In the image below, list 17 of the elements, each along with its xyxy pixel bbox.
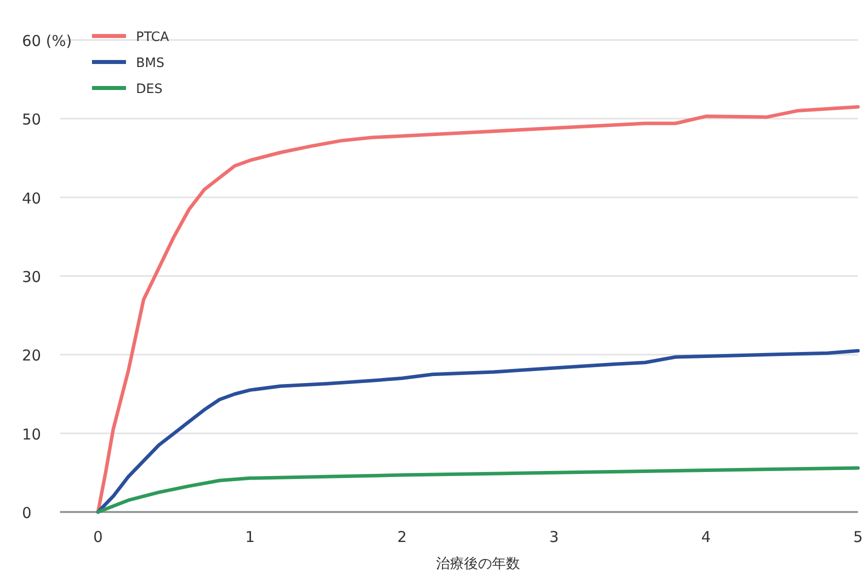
legend-label: PTCA (136, 30, 170, 45)
y-tick-label: 50 (22, 110, 42, 129)
legend-label: DES (136, 82, 162, 97)
y-tick-label: 0 (22, 504, 32, 522)
y-tick-label: 30 (22, 268, 42, 286)
x-tick-label: 1 (245, 528, 255, 546)
y-tick-label: 60 (%) (22, 32, 72, 50)
x-tick-label: 3 (549, 528, 559, 546)
legend-label: BMS (136, 56, 164, 71)
x-tick-label: 4 (701, 528, 711, 546)
x-tick-label: 5 (853, 528, 863, 546)
y-tick-label: 40 (22, 189, 42, 208)
x-tick-label: 2 (397, 528, 407, 546)
y-tick-label: 10 (22, 425, 42, 444)
y-tick-label: 20 (22, 346, 42, 365)
x-axis-title: 治療後の年数 (436, 556, 520, 572)
x-tick-label: 0 (93, 528, 103, 546)
